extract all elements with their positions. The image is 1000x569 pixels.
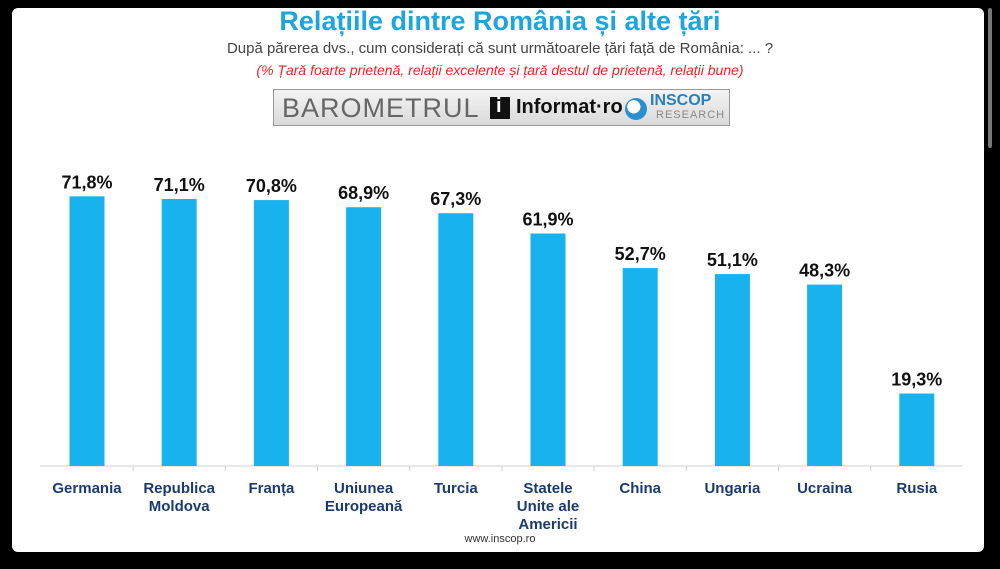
category-label: Rusia: [896, 480, 938, 497]
informat-logo-icon: [490, 95, 510, 119]
data-label: 68,9%: [338, 183, 389, 203]
data-label: 19,3%: [891, 370, 942, 390]
footer-url: www.inscop.ro: [464, 533, 536, 545]
bar: [253, 200, 289, 466]
category-label: Ungaria: [704, 480, 761, 497]
barometrul-logo-text: BAROMETRUL: [282, 93, 480, 123]
chart-subtitle: După părerea dvs., cum considerați că su…: [226, 40, 774, 57]
chart-title: Relațiile dintre România și alte țări: [279, 6, 721, 36]
category-label: Unite ale: [517, 498, 580, 515]
bar: [714, 274, 750, 466]
category-label: Franța: [248, 480, 295, 497]
scrollbar-thumb[interactable]: [988, 8, 992, 148]
data-label: 52,7%: [615, 244, 666, 264]
chart-note: (% Țară foarte prietenă, relații excelen…: [256, 62, 744, 78]
category-label: Turcia: [434, 480, 479, 497]
data-label: 67,3%: [430, 189, 481, 209]
category-label: Republica: [143, 480, 215, 497]
data-label: 71,8%: [61, 172, 112, 192]
bar: [899, 393, 935, 466]
inscop-logo-text: INSCOP: [650, 92, 712, 109]
category-label: Uniunea: [334, 480, 394, 497]
bar: [69, 196, 105, 466]
category-label: China: [619, 480, 661, 497]
bar: [346, 207, 382, 466]
data-label: 61,9%: [522, 210, 573, 230]
data-label: 71,1%: [154, 175, 205, 195]
category-label: Europeană: [325, 498, 403, 515]
bar: [530, 233, 566, 466]
data-label: 70,8%: [246, 176, 297, 196]
category-label: Moldova: [149, 498, 210, 515]
bar: [807, 284, 843, 466]
category-label: Americii: [518, 516, 577, 533]
data-label: 51,1%: [707, 250, 758, 270]
inscop-research-text: RESEARCH: [656, 109, 726, 121]
bar: [161, 198, 197, 466]
barometrul-banner: BAROMETRUL Informat·ro INSCOP RESEARCH: [273, 89, 730, 126]
data-label: 48,3%: [799, 261, 850, 281]
inscop-logo-icon: [625, 98, 647, 120]
category-label: Germania: [52, 480, 122, 497]
bar: [622, 268, 658, 466]
category-label: Ucraina: [797, 480, 853, 497]
category-label: Statele: [523, 480, 572, 497]
bar: [438, 213, 474, 466]
informat-logo-text: Informat·ro: [516, 96, 623, 118]
